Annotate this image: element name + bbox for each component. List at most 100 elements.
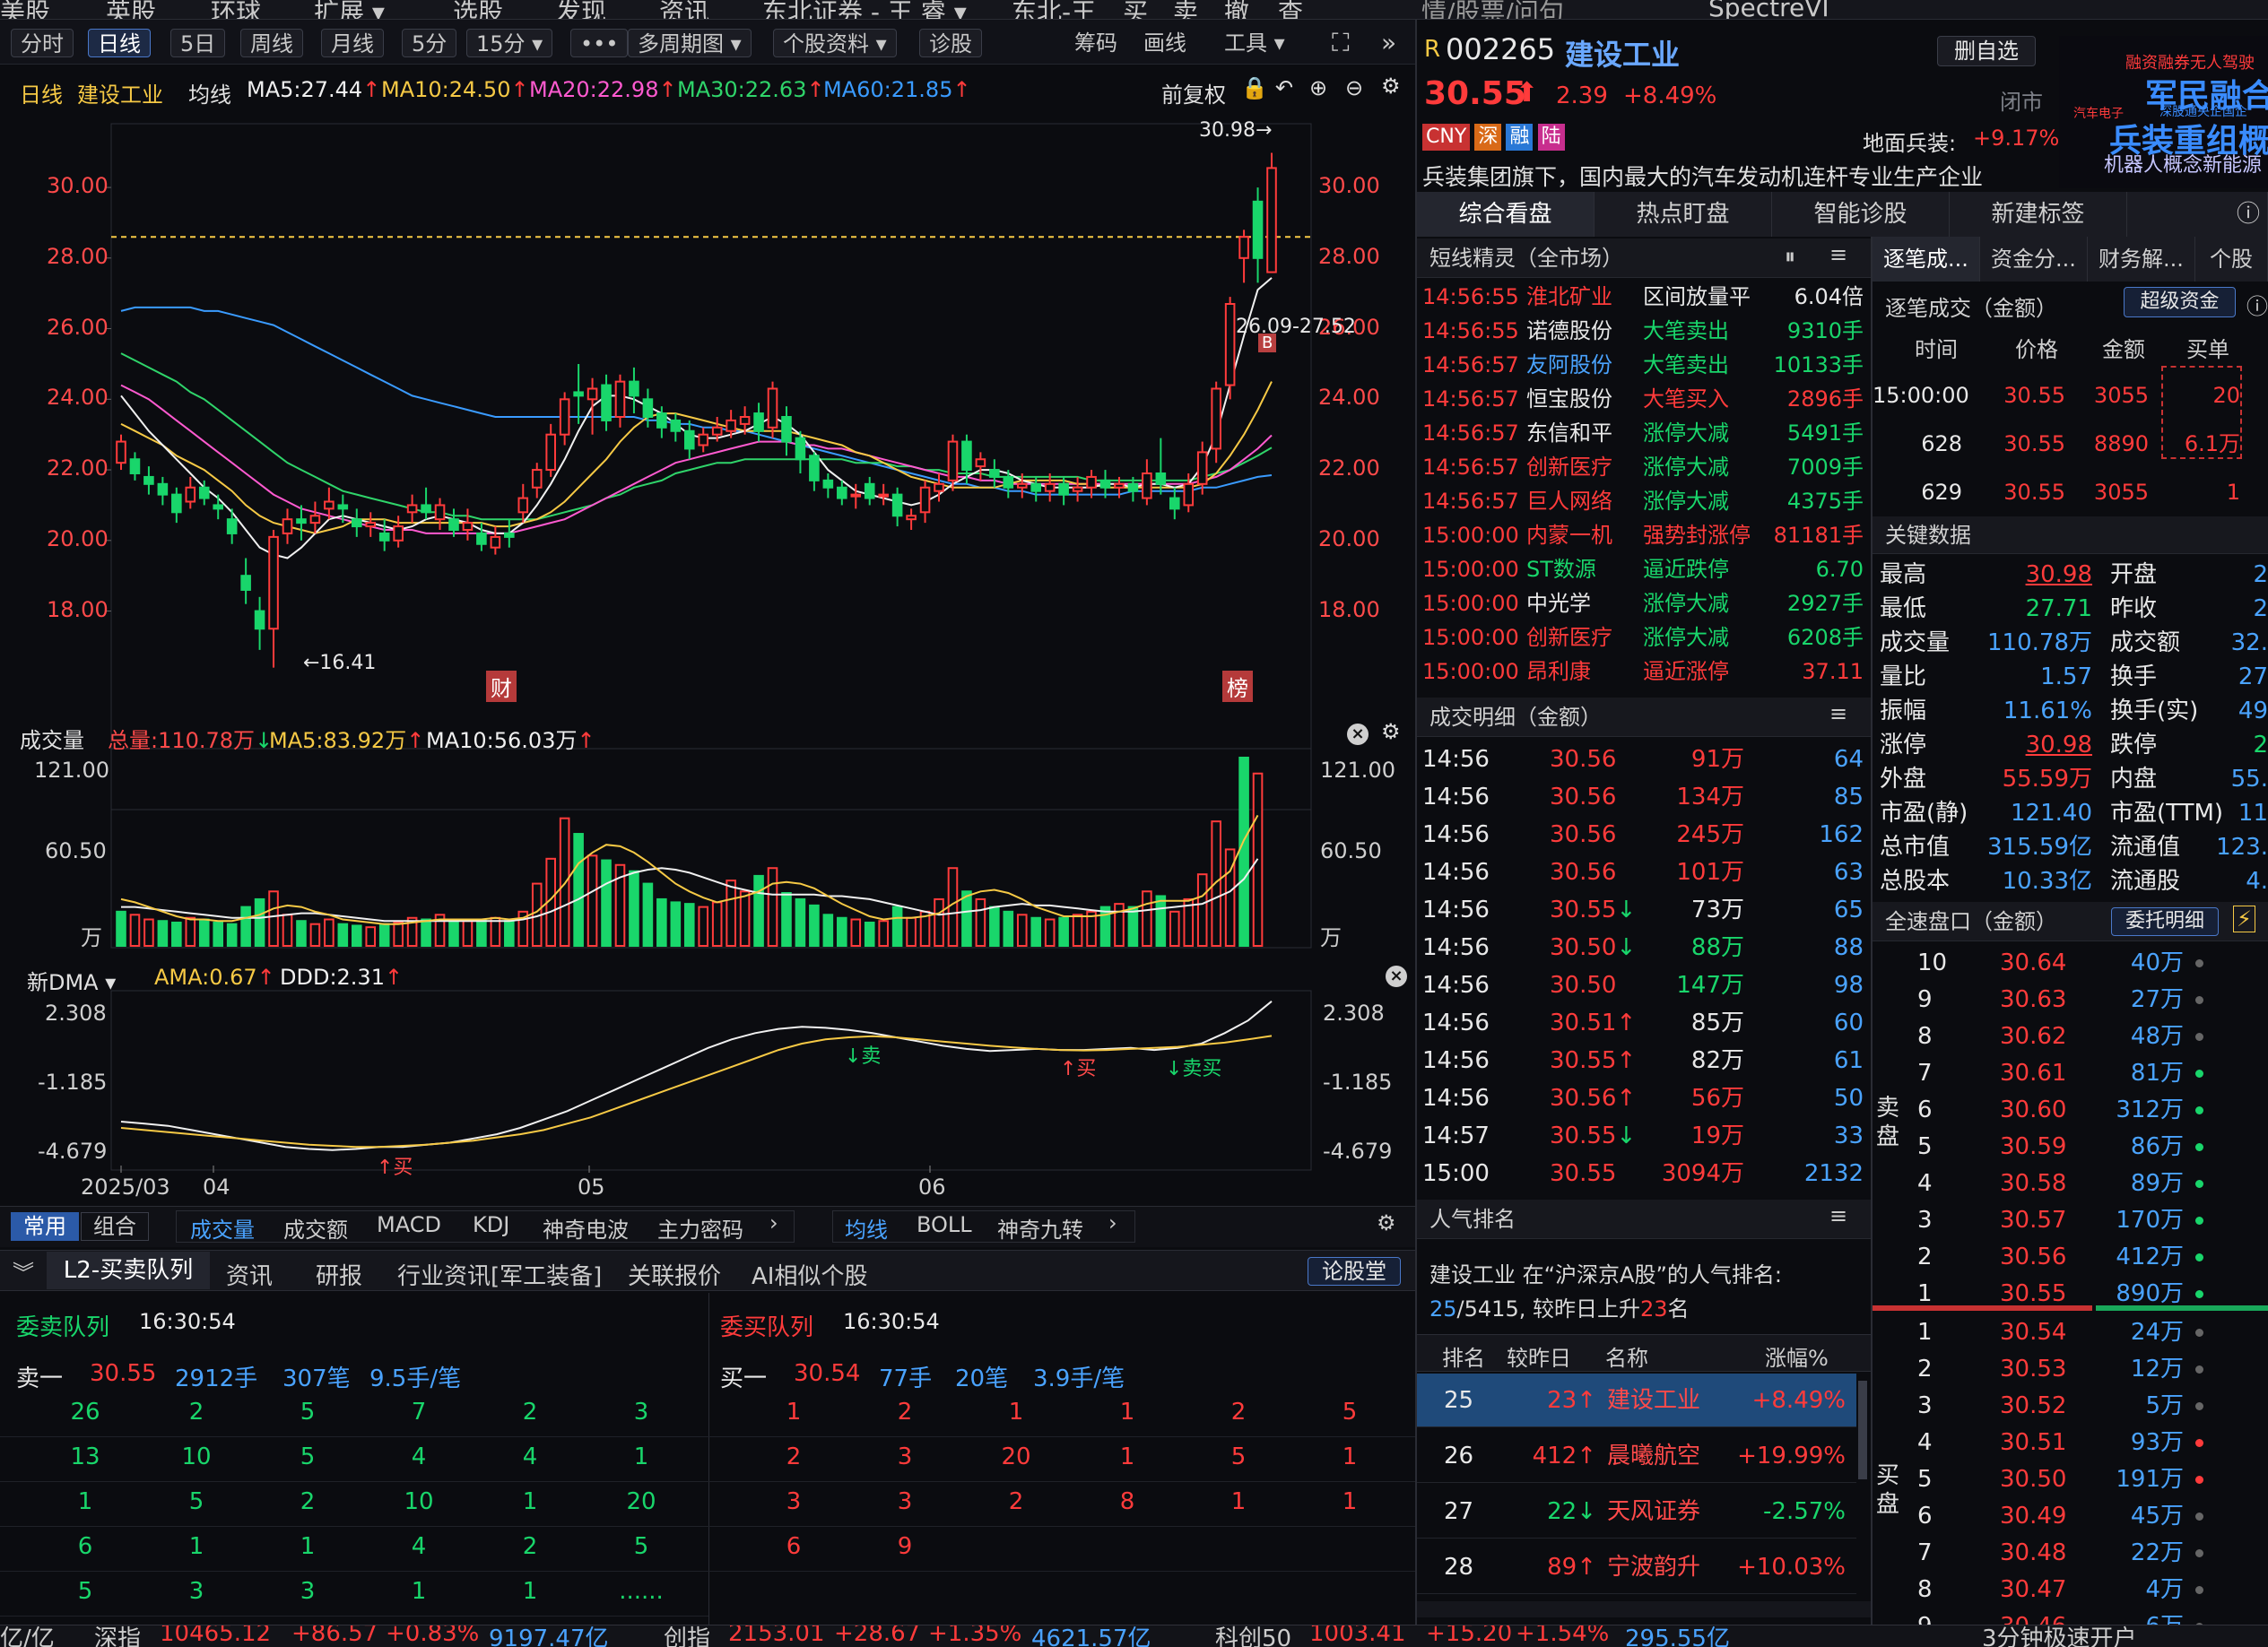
depth-row[interactable]: 6 30.60 312万 <box>1910 1092 2268 1129</box>
status-open-account[interactable]: 3分钟极速开户 <box>1982 1625 2137 1647</box>
depth-row[interactable]: 8 30.62 48万 <box>1910 1019 2268 1055</box>
period-15min-dropdown[interactable]: 15分 ▾ <box>466 29 553 57</box>
menu-discover[interactable]: 发现 <box>556 0 607 20</box>
quick-query-button[interactable]: 查 <box>1278 0 1304 20</box>
depth-row[interactable]: 9 30.46 6万 <box>1910 1608 2268 1625</box>
quick-buy-button[interactable]: 买 <box>1123 0 1149 20</box>
indicator-tab-boll[interactable]: BOLL <box>917 1212 972 1237</box>
indicator-tab-ma[interactable]: 均线 <box>845 1218 888 1243</box>
tab-ai-similar[interactable]: AI相似个股 <box>752 1263 868 1290</box>
wizard-stock[interactable]: 东信和平 <box>1526 420 1612 446</box>
ma-label[interactable]: 均线 <box>188 82 231 108</box>
menu-broker-short[interactable]: 东北-王 <box>1012 0 1097 20</box>
menu-select-stock[interactable]: 选股 <box>453 0 504 20</box>
popularity-hscroll[interactable] <box>1417 1601 1871 1617</box>
collapse-icon[interactable]: » <box>1381 28 1397 57</box>
more-periods-button[interactable]: ••• <box>570 29 629 57</box>
tab-industry-news[interactable]: 行业资讯[军工装备] <box>397 1263 603 1290</box>
tag-cny[interactable]: CNY <box>1422 124 1471 151</box>
wizard-row[interactable]: 14:56:57 友阿股份 大笔卖出 10133手 <box>1417 348 1871 382</box>
tools-dropdown[interactable]: 工具 ▾ <box>1224 30 1285 56</box>
depth-row[interactable]: 1 30.54 24万 <box>1910 1314 2268 1351</box>
menu-uk-stocks[interactable]: 英股 <box>106 0 157 20</box>
tab-new-label[interactable]: 新建标签 <box>1950 192 2127 237</box>
finance-badge[interactable]: 财 <box>486 671 517 702</box>
status-cy-name[interactable]: 创指 <box>664 1625 711 1647</box>
tab-news[interactable]: 资讯 <box>226 1263 274 1290</box>
depth-row[interactable]: 5 30.59 86万 <box>1910 1129 2268 1166</box>
depth-row[interactable]: 8 30.47 4万 <box>1910 1572 2268 1608</box>
period-monthly[interactable]: 月线 <box>321 29 384 57</box>
remove-favorite-button[interactable]: 删自选 <box>1937 36 2036 66</box>
order-detail-button[interactable]: 委托明细 <box>2111 907 2219 936</box>
wizard-row[interactable]: 15:00:00 ST数源 逼近跌停 6.70 <box>1417 552 1871 586</box>
indicator-tab-main-code[interactable]: 主力密码 <box>657 1218 743 1243</box>
lock-icon[interactable]: 🔒 <box>1241 75 1268 100</box>
period-weekly[interactable]: 周线 <box>240 29 303 57</box>
search-input[interactable]: 情/股票/问句 <box>1421 0 1564 20</box>
chips-button[interactable]: 筹码 <box>1074 30 1117 56</box>
indicator-right-next-icon[interactable]: › <box>1108 1210 1117 1235</box>
wizard-stock[interactable]: 诺德股份 <box>1526 318 1612 343</box>
wizard-stock[interactable]: 友阿股份 <box>1526 352 1612 377</box>
depth-row[interactable]: 3 30.52 5万 <box>1910 1388 2268 1425</box>
pop-name[interactable]: 建设工业 <box>1607 1387 1701 1414</box>
popularity-scrollbar[interactable] <box>1858 1381 1867 1479</box>
lightning-icon[interactable]: ⚡ <box>2233 906 2255 932</box>
zoom-out-icon[interactable]: ⊖ <box>1345 75 1364 100</box>
depth-row[interactable]: 2 30.56 412万 <box>1910 1239 2268 1276</box>
diagnose-button[interactable]: 诊股 <box>919 29 982 57</box>
tag-connect[interactable]: 陆 <box>1537 124 1565 151</box>
period-5day[interactable]: 5日 <box>170 29 226 57</box>
tag-shenzhen[interactable]: 深 <box>1474 124 1502 151</box>
tick-info-icon[interactable]: ⓘ <box>2246 294 2268 319</box>
wizard-pause-icon[interactable]: ⏸ <box>1785 244 1795 269</box>
side-tab-tick[interactable]: 逐笔成... <box>1873 237 1980 282</box>
depth-row[interactable]: 2 30.53 12万 <box>1910 1351 2268 1388</box>
pop-name[interactable]: 宁波韵升 <box>1607 1554 1701 1581</box>
volume-settings-icon[interactable]: ⚙ <box>1381 719 1401 744</box>
quick-cancel-button[interactable]: 撤 <box>1224 0 1250 20</box>
status-kc-name[interactable]: 科创50 <box>1215 1625 1292 1647</box>
tag-margin[interactable]: 融 <box>1506 124 1534 151</box>
wizard-stock[interactable]: 恒宝股份 <box>1526 386 1612 412</box>
indicator-group-common[interactable]: 常用 <box>11 1212 79 1241</box>
stock-info-dropdown[interactable]: 个股资料 ▾ <box>773 29 897 57</box>
depth-row[interactable]: 7 30.48 22万 <box>1910 1535 2268 1572</box>
tab-smart-diagnose[interactable]: 智能诊股 <box>1772 192 1950 237</box>
tab-more-icon[interactable]: ⓘ <box>2127 192 2268 237</box>
tab-related-quotes[interactable]: 关联报价 <box>628 1263 722 1290</box>
ranking-badge[interactable]: 榜 <box>1222 671 1253 702</box>
settings-gear-icon[interactable]: ⚙ <box>1381 74 1401 99</box>
wizard-row[interactable]: 15:00:00 昂利康 逼近涨停 37.11 <box>1417 654 1871 689</box>
pop-name[interactable]: 天风证券 <box>1607 1498 1701 1525</box>
depth-row[interactable]: 10 30.64 40万 <box>1910 945 2268 982</box>
wizard-stock[interactable]: 中光学 <box>1526 591 1591 616</box>
zoom-in-icon[interactable]: ⊕ <box>1309 75 1328 100</box>
dma-dropdown[interactable]: 新DMA ▾ <box>27 970 117 995</box>
wizard-row[interactable]: 14:56:57 巨人网络 涨停大减 4375手 <box>1417 484 1871 518</box>
wizard-stock[interactable]: 昂利康 <box>1526 659 1591 684</box>
wizard-menu-icon[interactable]: ≡ <box>1829 242 1848 267</box>
depth-row[interactable]: 3 30.57 170万 <box>1910 1202 2268 1239</box>
sector-label[interactable]: 地面兵装: <box>1863 131 1957 156</box>
deal-menu-icon[interactable]: ≡ <box>1829 701 1848 726</box>
wizard-row[interactable]: 14:56:55 诺德股份 大笔卖出 9310手 <box>1417 314 1871 348</box>
tab-hotspot[interactable]: 热点盯盘 <box>1595 192 1772 237</box>
side-tab-capital[interactable]: 资金分... <box>1980 237 2088 282</box>
menu-global[interactable]: 环球 <box>211 0 262 20</box>
wizard-row[interactable]: 15:00:00 创新医疗 涨停大减 6208手 <box>1417 620 1871 654</box>
draw-line-button[interactable]: 画线 <box>1143 30 1186 56</box>
wizard-stock[interactable]: 内蒙一机 <box>1526 523 1612 548</box>
period-daily[interactable]: 日线 <box>88 29 151 57</box>
wizard-stock[interactable]: 淮北矿业 <box>1526 284 1612 309</box>
depth-row[interactable]: 1 30.55 890万 <box>1910 1276 2268 1313</box>
wizard-row[interactable]: 14:56:57 东信和平 涨停大减 5491手 <box>1417 416 1871 450</box>
period-5min[interactable]: 5分 <box>402 29 457 57</box>
wizard-row[interactable]: 14:56:55 淮北矿业 区间放量平 6.04倍 <box>1417 280 1871 314</box>
buy-marker[interactable]: B <box>1258 334 1277 352</box>
wizard-stock[interactable]: ST数源 <box>1526 557 1596 582</box>
wizard-row[interactable]: 15:00:00 中光学 涨停大减 2927手 <box>1417 586 1871 620</box>
side-tab-finance[interactable]: 财务解... <box>2088 237 2195 282</box>
collapse-panel-icon[interactable]: ︾ <box>13 1261 34 1286</box>
